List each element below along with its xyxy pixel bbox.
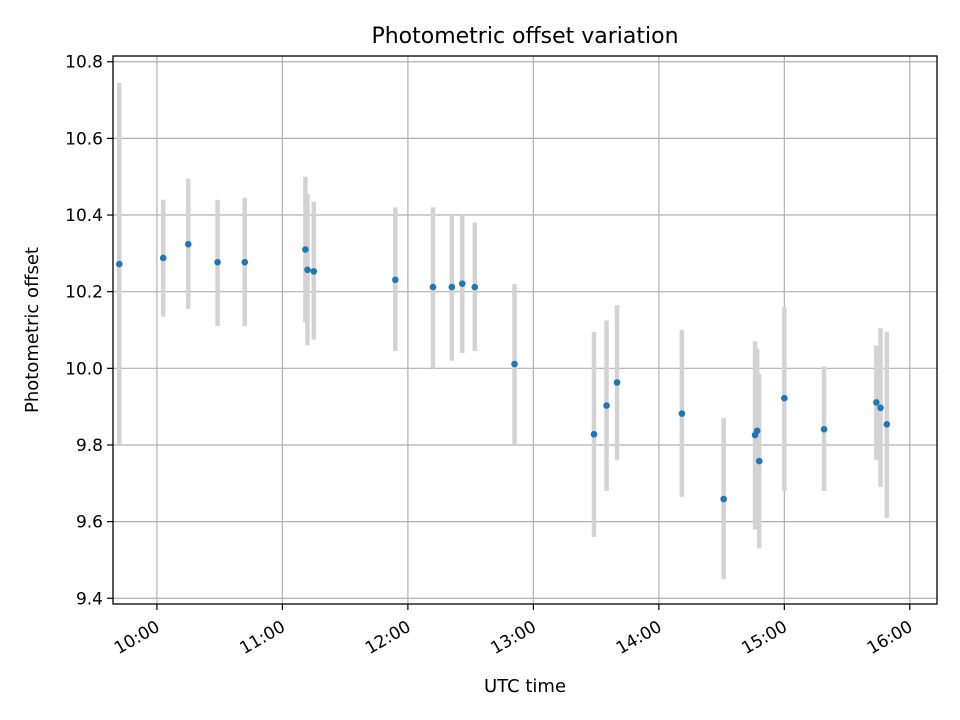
data-point [159, 254, 167, 262]
data-point [302, 246, 309, 253]
data-point [678, 410, 686, 417]
x-axis-ticks: 10:00 11:00 12:00 13:00 14:00 15:00 16:00 [111, 604, 916, 659]
data-point [603, 402, 610, 409]
data-point [883, 420, 891, 428]
y-tick-label: 10.0 [65, 359, 103, 379]
y-tick-label: 9.6 [76, 513, 103, 533]
y-tick-label: 10.6 [65, 129, 103, 149]
data-point [458, 280, 466, 287]
grid [113, 56, 937, 604]
data-point [753, 427, 761, 435]
data-point [392, 276, 399, 284]
y-axis-label: Photometric offset [22, 247, 43, 413]
plot-frame [112, 55, 938, 605]
data-point [781, 394, 788, 402]
data-point [115, 260, 123, 268]
y-tick-label: 10.4 [65, 206, 103, 226]
data-point [184, 240, 192, 248]
data-point [241, 258, 249, 266]
data-point [820, 425, 828, 433]
x-tick-label: 14:00 [613, 617, 665, 659]
x-tick-label: 12:00 [362, 617, 414, 659]
data-point [877, 404, 884, 412]
error-bars [117, 82, 890, 580]
y-tick-label: 10.8 [65, 53, 103, 73]
data-point [755, 457, 763, 465]
data-point [214, 258, 221, 266]
data-point [873, 399, 880, 406]
data-point [590, 430, 598, 438]
y-axis-ticks: 9.4 9.6 9.8 10.0 10.2 10.4 10.6 10.8 [65, 53, 113, 609]
x-tick-label: 15:00 [738, 617, 790, 659]
y-tick-label: 9.8 [76, 436, 103, 456]
x-axis-label: UTC time [484, 676, 566, 697]
data-point [511, 360, 518, 368]
data-point [448, 283, 456, 291]
x-tick-label: 11:00 [236, 617, 288, 659]
data-point [720, 495, 727, 503]
x-tick-label: 10:00 [111, 617, 163, 659]
data-point [310, 268, 318, 275]
y-tick-label: 9.4 [76, 589, 103, 609]
data-point [304, 266, 311, 274]
chart-title: Photometric offset variation [371, 24, 678, 49]
x-tick-label: 13:00 [487, 617, 539, 659]
x-tick-label: 16:00 [864, 617, 916, 659]
data-points [115, 240, 891, 503]
data-point [613, 379, 621, 386]
data-point [429, 283, 437, 291]
y-tick-label: 10.2 [65, 283, 103, 303]
data-point [471, 283, 479, 291]
